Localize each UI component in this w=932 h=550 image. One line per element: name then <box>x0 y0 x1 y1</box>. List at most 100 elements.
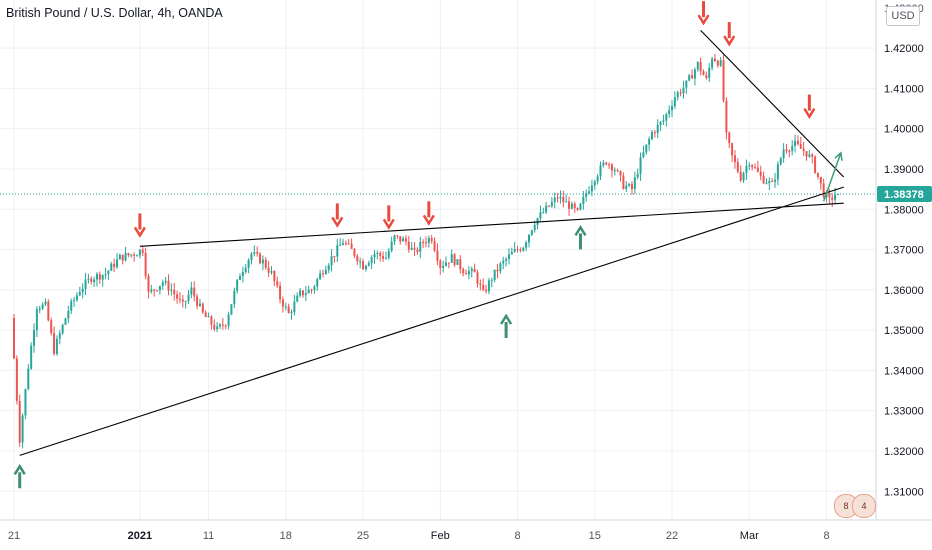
candle <box>407 235 410 253</box>
candle-body <box>479 283 482 285</box>
currency-button[interactable]: USD <box>886 6 920 26</box>
candle-body <box>178 298 181 300</box>
candle-body <box>98 274 101 280</box>
time-tick-label: 2021 <box>128 530 152 542</box>
candle-body <box>350 243 353 249</box>
candle <box>822 178 825 199</box>
candle-body <box>748 165 751 167</box>
candle-body <box>682 87 685 94</box>
candle-body <box>390 241 393 251</box>
candle-body <box>399 236 402 242</box>
time-axis: 21 2021 11 18 25 Feb 8 15 22 Mar 8 <box>0 519 932 550</box>
candle-body <box>794 140 797 147</box>
candle-body <box>24 389 27 416</box>
candle-body <box>799 144 802 149</box>
candle <box>796 135 799 146</box>
candle-body <box>18 400 21 443</box>
candle <box>465 269 468 275</box>
candle <box>651 129 654 141</box>
candle-body <box>167 280 170 291</box>
candle-body <box>364 265 367 270</box>
candle-body <box>138 249 141 256</box>
candle-body <box>264 259 267 268</box>
candle <box>613 167 616 176</box>
economic-events[interactable]: 8 4 <box>834 492 878 520</box>
candle-body <box>210 316 213 325</box>
price-tick-label: 1.32000 <box>884 446 924 458</box>
candle <box>396 234 399 240</box>
candle-body <box>716 61 719 66</box>
candle-body <box>84 279 87 289</box>
candle <box>556 192 559 203</box>
candle-body <box>622 175 625 189</box>
candle <box>339 238 342 246</box>
candle-body <box>230 304 233 315</box>
candle-body <box>759 171 762 176</box>
candle-body <box>814 156 817 173</box>
candle <box>261 255 264 271</box>
candle <box>791 140 794 156</box>
candle <box>384 251 387 260</box>
candle <box>502 256 505 270</box>
candle-body <box>453 254 456 265</box>
candle <box>585 189 588 202</box>
candle <box>570 201 573 210</box>
candle-body <box>590 185 593 192</box>
candle <box>167 274 170 296</box>
candle <box>259 252 262 265</box>
arrow-head <box>574 225 587 237</box>
candle-body <box>170 289 173 291</box>
candle <box>596 174 599 185</box>
candle <box>433 237 436 253</box>
candle <box>78 286 81 297</box>
candle <box>287 303 290 314</box>
candle-body <box>241 271 244 277</box>
candle-body <box>93 279 96 282</box>
price-tick-label: 1.34000 <box>884 365 924 377</box>
buy-arrow-up-icon <box>574 225 587 250</box>
candle-body <box>61 324 64 334</box>
candle-body <box>533 224 536 231</box>
candle-body <box>771 180 774 182</box>
candle-body <box>158 285 161 291</box>
candle <box>239 273 242 281</box>
flag-badge-icon[interactable]: 4 <box>852 494 876 518</box>
candle-body <box>628 184 631 186</box>
candle <box>450 249 453 263</box>
candle-body <box>439 260 442 268</box>
candle-body <box>665 113 668 121</box>
candle-body <box>227 314 230 326</box>
candle <box>18 394 21 447</box>
candle-body <box>250 253 253 260</box>
candle <box>364 264 367 272</box>
candle <box>204 310 207 318</box>
candle <box>187 289 190 304</box>
sell-arrow-down-icon <box>133 213 146 238</box>
candle-body <box>430 237 433 242</box>
candle-body <box>330 256 333 266</box>
candle <box>350 238 353 250</box>
candle <box>84 272 87 296</box>
candle <box>201 302 204 314</box>
candle <box>476 269 479 288</box>
candle <box>553 192 556 209</box>
candle <box>307 285 310 294</box>
candle-body <box>542 212 545 214</box>
candle-body <box>416 249 419 252</box>
candle <box>639 152 642 181</box>
candle-body <box>834 194 837 200</box>
candle-body <box>602 162 605 166</box>
candle-body <box>713 58 716 62</box>
candle <box>127 252 130 258</box>
candle-body <box>233 290 236 305</box>
price-tick-label: 1.35000 <box>884 325 924 337</box>
candle-body <box>410 247 413 250</box>
candle-body <box>50 320 53 334</box>
candle <box>324 265 327 275</box>
candle-body <box>190 287 193 295</box>
candle-body <box>530 230 533 235</box>
candle-body <box>656 124 659 133</box>
candle <box>665 112 668 127</box>
candle-body <box>768 180 771 184</box>
